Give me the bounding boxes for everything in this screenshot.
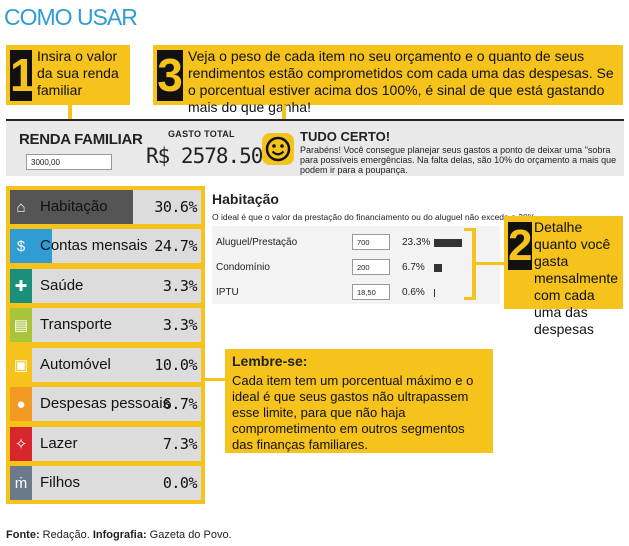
detail-row-pct: 6.7% [402,262,425,273]
category-row-lazer[interactable]: ✧ Lazer 7.3% [10,427,201,461]
category-bar [10,229,52,263]
detail-title: Habitação [212,191,279,207]
total-label: GASTO TOTAL [168,129,235,139]
footer-credits: Fonte: Redação. Infografia: Gazeta do Po… [6,529,232,541]
step-3-box [153,45,623,105]
page-title: COMO USAR [4,4,138,30]
step-3-number: 3 [157,49,183,101]
income-label: RENDA FAMILIAR [19,131,143,148]
category-bar [10,308,32,342]
category-pct: 7.3% [162,435,198,453]
person-icon: ● [16,395,26,413]
category-row-transporte[interactable]: ▤ Transporte 3.3% [10,308,201,342]
total-value: R$ 2578.50 [146,144,263,168]
step-1-text: Insira o valor da sua renda familiar [37,48,119,98]
reminder-connector [205,378,225,381]
smiley-icon [262,133,294,165]
detail-subtitle: O ideal é que o valor da prestação do fi… [212,212,538,222]
category-row-saude[interactable]: ✚ Saúde 3.3% [10,269,201,303]
detail-row-label: IPTU [216,287,239,298]
category-row-contas-mensais[interactable]: $ Contas mensais 24.7% [10,229,201,263]
bus-icon: ▤ [13,317,29,334]
detail-row-pct: 23.3% [402,237,431,248]
footer-infographic: Gazeta do Povo. [149,529,232,541]
step-2-number: 2 [508,221,533,270]
footer-source: Redação. [42,529,90,541]
detail-panel: Aluguel/Prestação 700 23.3% Condomínio 2… [212,226,500,304]
dollar-icon: $ [16,237,26,255]
income-input[interactable]: 3000,00 [26,154,112,170]
category-pct: 10.0% [154,356,197,374]
category-pct: 3.3% [162,277,198,295]
category-bar [10,427,32,461]
condo-input[interactable]: 200 [352,259,390,275]
leisure-icon: ✧ [14,436,28,453]
category-row-automovel[interactable]: ▣ Automóvel 10.0% [10,348,201,382]
category-bar [10,348,32,382]
category-row-despesas-pessoais[interactable]: ● Despesas pessoais 6.7% [10,387,201,421]
category-name: Habitação [40,198,108,215]
category-pct: 3.3% [162,316,198,334]
category-pct: 0.0% [162,474,198,492]
step-2-bracket [472,228,476,300]
step-3-text: Veja o peso de cada item no seu orçament… [188,48,614,115]
detail-row: Condomínio 200 6.7% [212,255,500,279]
health-cross-icon: ✚ [14,278,28,295]
step-3-connector [282,105,286,121]
reminder-box: Lembre-se: Cada item tem um porcentual m… [225,349,493,453]
detail-row-bar [434,264,442,272]
category-row-habitacao[interactable]: ⌂ Habitação 30.6% [10,190,201,224]
category-bar [10,466,32,500]
category-pct: 30.6% [154,198,197,216]
step-1-connector [68,105,72,121]
category-bar [10,269,32,303]
rent-input[interactable]: 700 [352,234,390,250]
house-icon: ⌂ [16,198,26,216]
category-name: Saúde [40,277,84,294]
category-name: Automóvel [40,356,111,373]
category-name: Despesas pessoais [40,395,171,412]
footer-source-label: Fonte: [6,529,40,541]
status-title: TUDO CERTO! [300,129,391,144]
step-1-number: 1 [10,49,36,101]
category-name: Lazer [40,435,78,452]
detail-row-label: Condomínio [216,262,270,273]
category-list: ⌂ Habitação 30.6% $ Contas mensais 24.7%… [6,186,205,504]
car-icon: ▣ [13,357,29,374]
step-2-bracket-bottom [464,297,476,300]
category-bar [10,387,32,421]
step-2-connector [476,262,504,265]
step-2-bracket-top [464,228,476,231]
summary-panel: RENDA FAMILIAR 3000,00 GASTO TOTAL R$ 25… [6,119,624,176]
footer-infographic-label: Infografia: [92,529,147,541]
category-row-filhos[interactable]: ṁ Filhos 0.0% [10,466,201,500]
status-message: Parabéns! Você consegue planejar seus ga… [300,145,617,175]
category-bar [10,190,133,224]
detail-row-bar [434,239,462,247]
category-pct: 24.7% [154,237,197,255]
category-name: Transporte [40,316,112,333]
category-name: Contas mensais [40,237,148,254]
detail-row: Aluguel/Prestação 700 23.3% [212,230,500,254]
category-name: Filhos [40,474,81,491]
detail-row: IPTU 18,50 0.6% [212,280,500,304]
detail-row-pct: 0.6% [402,287,425,298]
detail-row-label: Aluguel/Prestação [216,237,298,248]
step-2-text: Detalhe quanto você gasta mensalmente co… [534,219,619,337]
family-icon: ṁ [14,474,28,492]
category-pct: 6.7% [162,395,198,413]
detail-row-bar [434,289,435,297]
reminder-text: Cada item tem um porcentual máximo e o i… [232,373,474,452]
iptu-input[interactable]: 18,50 [352,284,390,300]
reminder-title: Lembre-se: [232,353,308,369]
